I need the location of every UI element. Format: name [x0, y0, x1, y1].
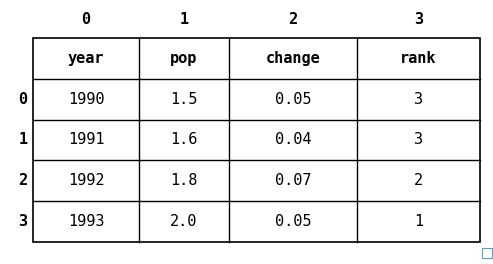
Text: 2: 2 [288, 12, 297, 27]
Text: 1: 1 [179, 12, 188, 27]
Text: 0.07: 0.07 [275, 173, 311, 188]
Text: 2.0: 2.0 [170, 214, 198, 229]
Text: year: year [68, 51, 105, 66]
Text: 3: 3 [414, 133, 423, 148]
Text: 1991: 1991 [68, 133, 105, 148]
Bar [482, 248, 492, 258]
Text: 0.04: 0.04 [275, 133, 311, 148]
Text: 1.6: 1.6 [170, 133, 198, 148]
Text: 1.8: 1.8 [170, 173, 198, 188]
Text: rank: rank [400, 51, 437, 66]
Text: 2: 2 [414, 173, 423, 188]
Text: 0.05: 0.05 [275, 214, 311, 229]
Text: 0.05: 0.05 [275, 92, 311, 107]
Text: 1.5: 1.5 [170, 92, 198, 107]
Text: 1990: 1990 [68, 92, 105, 107]
Text: 3: 3 [414, 12, 423, 27]
Text: 1: 1 [414, 214, 423, 229]
Text: 1992: 1992 [68, 173, 105, 188]
Text: 3: 3 [414, 92, 423, 107]
Text: pop: pop [170, 51, 198, 66]
Text: 3: 3 [18, 214, 28, 229]
Bar [33, 38, 480, 242]
Text: change: change [265, 51, 320, 66]
Text: 0: 0 [18, 92, 28, 107]
Text: 1993: 1993 [68, 214, 105, 229]
Text: 1: 1 [18, 133, 28, 148]
Text: 0: 0 [81, 12, 91, 27]
Text: 2: 2 [18, 173, 28, 188]
